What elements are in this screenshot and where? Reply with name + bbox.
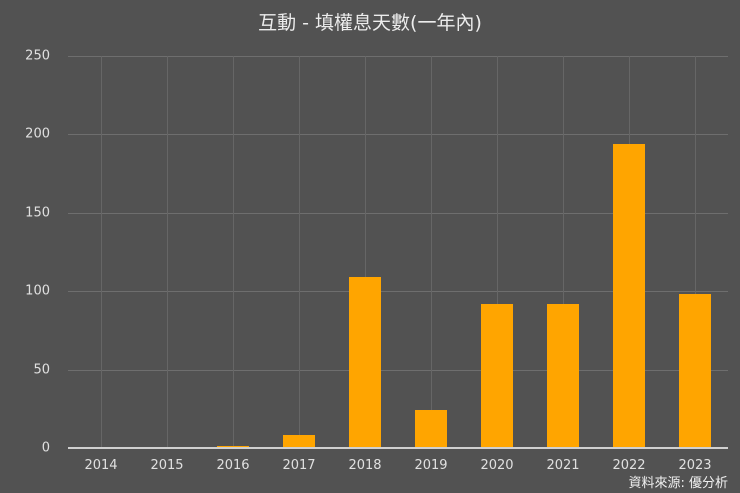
gridline xyxy=(68,291,728,293)
plot-area xyxy=(68,56,728,449)
bar-2017 xyxy=(283,435,315,448)
bar-2022 xyxy=(613,143,645,448)
y-tick-label: 200 xyxy=(25,126,50,142)
y-tick-label: 150 xyxy=(25,205,50,221)
x-axis-line xyxy=(68,447,728,449)
y-tick-label: 100 xyxy=(25,283,50,299)
x-tick-label: 2015 xyxy=(150,458,184,473)
gridline xyxy=(68,369,728,371)
x-tick-label: 2023 xyxy=(678,458,712,473)
bar-2018 xyxy=(349,277,381,448)
vertical-gridline xyxy=(299,56,300,448)
x-tick-label: 2019 xyxy=(414,458,448,473)
bar-2019 xyxy=(415,410,447,448)
vertical-gridline xyxy=(563,56,564,448)
gridline xyxy=(68,212,728,214)
gridline xyxy=(68,134,728,136)
bar-2021 xyxy=(547,303,579,448)
x-tick-label: 2017 xyxy=(282,458,316,473)
y-tick-label: 50 xyxy=(33,362,50,378)
x-tick-label: 2018 xyxy=(348,458,382,473)
x-tick-label: 2020 xyxy=(480,458,514,473)
vertical-gridline xyxy=(365,56,366,448)
y-tick-label: 0 xyxy=(41,440,50,456)
gridline xyxy=(68,56,728,57)
vertical-gridline xyxy=(695,56,696,448)
bar-2020 xyxy=(481,303,513,448)
bar-2023 xyxy=(679,294,711,448)
vertical-gridline xyxy=(167,56,168,448)
vertical-gridline xyxy=(497,56,498,448)
x-tick-label: 2016 xyxy=(216,458,250,473)
vertical-gridline xyxy=(101,56,102,448)
y-tick-label: 250 xyxy=(25,48,50,64)
vertical-gridline xyxy=(431,56,432,448)
source-note: 資料來源: 優分析 xyxy=(628,476,728,491)
x-tick-label: 2021 xyxy=(546,458,580,473)
chart-title: 互動 - 填權息天數(一年內) xyxy=(258,12,482,34)
x-tick-label: 2022 xyxy=(612,458,646,473)
vertical-gridline xyxy=(233,56,234,448)
x-tick-label: 2014 xyxy=(84,458,118,473)
